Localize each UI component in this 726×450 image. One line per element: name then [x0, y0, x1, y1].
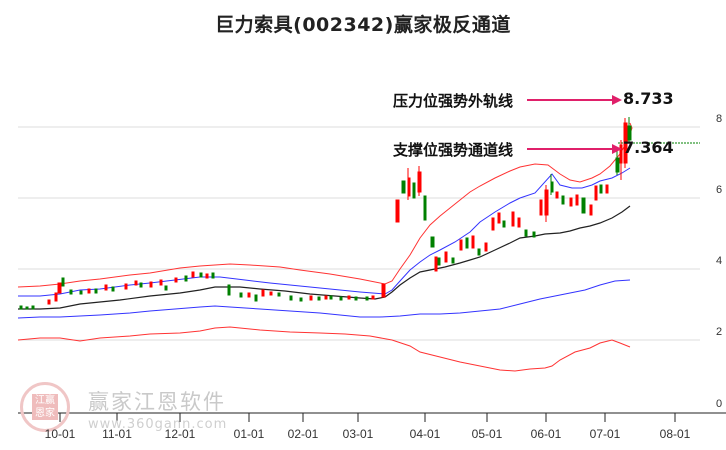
- arrow-support: [527, 144, 622, 154]
- watermark-logo: 江赢恩家: [20, 382, 70, 432]
- watermark-name: 赢家江恩软件: [88, 390, 226, 414]
- x-tick: 04-01: [409, 427, 441, 441]
- support-line-value: 7.364: [623, 138, 674, 157]
- x-tick: 08-01: [659, 427, 691, 441]
- y-tick-8: 8: [716, 113, 723, 125]
- x-tick: 07-01: [589, 427, 621, 441]
- x-tick: 10-01: [44, 427, 76, 441]
- lower-outer-band: [17, 326, 631, 372]
- y-tick-0: 0: [716, 398, 723, 410]
- x-tick: 06-01: [530, 427, 562, 441]
- x-axis-ticks: [59, 413, 676, 422]
- x-tick: 03-01: [342, 427, 374, 441]
- upper-outer-band: [17, 122, 633, 288]
- chart-title: 巨力索具(002342)赢家极反通道: [215, 14, 511, 36]
- y-tick-6: 6: [716, 184, 723, 196]
- y-tick-4: 4: [716, 255, 723, 267]
- upper-band-value: 8.733: [623, 89, 674, 108]
- y-tick-2: 2: [716, 326, 723, 338]
- x-tick: 01-01: [233, 427, 265, 441]
- lower-inner-band: [17, 279, 631, 319]
- support-line-label: 支撑位强势通道线: [393, 141, 514, 159]
- x-tick: 11-01: [102, 427, 132, 441]
- arrow-upper: [527, 95, 622, 105]
- upper-band-label: 压力位强势外轨线: [393, 92, 514, 110]
- x-tick: 05-01: [471, 427, 503, 441]
- x-tick: 12-01: [164, 427, 196, 441]
- middle-line: [18, 205, 631, 310]
- upper-inner-band: [18, 167, 631, 297]
- candlesticks: [19, 117, 632, 310]
- x-tick: 02-01: [287, 427, 319, 441]
- watermark-url: www.360gann.com: [88, 417, 228, 432]
- gridlines: [18, 126, 700, 341]
